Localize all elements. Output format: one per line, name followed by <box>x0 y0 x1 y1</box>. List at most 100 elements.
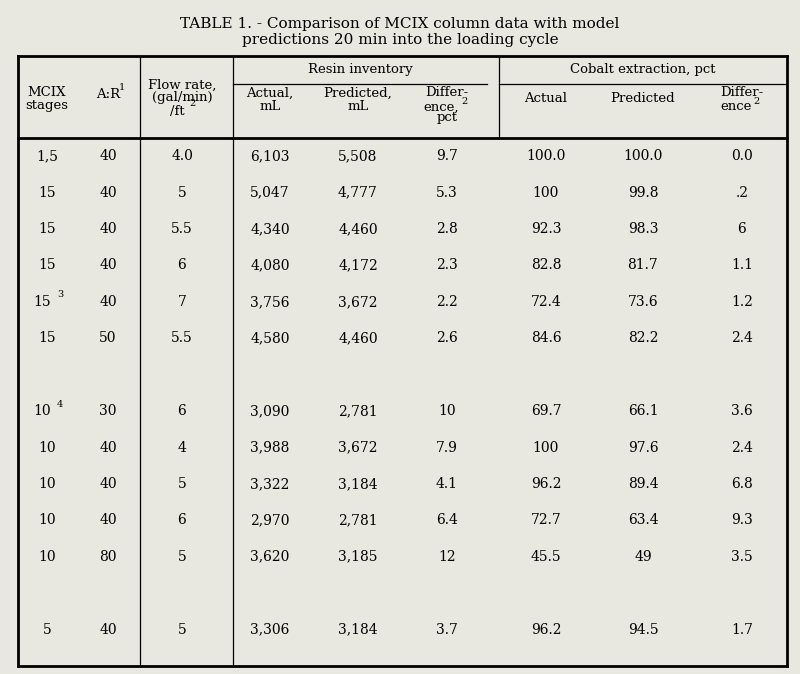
Text: 2.3: 2.3 <box>436 258 458 272</box>
Text: 3.5: 3.5 <box>731 550 753 563</box>
Text: 40: 40 <box>99 441 117 454</box>
Text: 2,781: 2,781 <box>338 404 378 418</box>
Text: 4,172: 4,172 <box>338 258 378 272</box>
Text: (gal/min): (gal/min) <box>152 92 212 104</box>
Text: 92.3: 92.3 <box>530 222 562 236</box>
Text: 49: 49 <box>634 550 652 563</box>
Text: TABLE 1. - Comparison of MCIX column data with model: TABLE 1. - Comparison of MCIX column dat… <box>180 17 620 31</box>
Text: 4: 4 <box>57 400 63 408</box>
Text: 40: 40 <box>99 623 117 636</box>
Text: 72.7: 72.7 <box>530 514 562 527</box>
Text: 100.0: 100.0 <box>623 149 662 163</box>
Text: 5,047: 5,047 <box>250 185 290 200</box>
Text: 3,988: 3,988 <box>250 441 290 454</box>
Text: 97.6: 97.6 <box>628 441 658 454</box>
Text: 3,672: 3,672 <box>338 441 378 454</box>
Text: 100: 100 <box>533 441 559 454</box>
Text: ence: ence <box>720 100 752 113</box>
Text: 30: 30 <box>99 404 117 418</box>
Text: 7.9: 7.9 <box>436 441 458 454</box>
Text: 3.6: 3.6 <box>731 404 753 418</box>
Text: /ft: /ft <box>170 104 184 117</box>
Text: 5.3: 5.3 <box>436 185 458 200</box>
Text: 4,460: 4,460 <box>338 332 378 345</box>
Text: 40: 40 <box>99 477 117 491</box>
Text: Predicted: Predicted <box>610 92 675 106</box>
Text: 3: 3 <box>57 290 63 299</box>
Text: 1.1: 1.1 <box>731 258 753 272</box>
Text: 50: 50 <box>99 332 117 345</box>
Text: 69.7: 69.7 <box>530 404 562 418</box>
Text: 96.2: 96.2 <box>530 623 562 636</box>
Text: 4,777: 4,777 <box>338 185 378 200</box>
Text: 82.2: 82.2 <box>628 332 658 345</box>
Text: 2.2: 2.2 <box>436 295 458 309</box>
Text: 40: 40 <box>99 514 117 527</box>
Text: ence,: ence, <box>423 100 458 113</box>
Text: 3.7: 3.7 <box>436 623 458 636</box>
Text: 40: 40 <box>99 185 117 200</box>
Text: 15: 15 <box>38 332 56 345</box>
Text: 1.2: 1.2 <box>731 295 753 309</box>
Text: 15: 15 <box>38 185 56 200</box>
Text: stages: stages <box>26 98 69 111</box>
Text: 3,620: 3,620 <box>250 550 290 563</box>
Text: 98.3: 98.3 <box>628 222 658 236</box>
Text: 5.5: 5.5 <box>171 222 193 236</box>
Text: 6.8: 6.8 <box>731 477 753 491</box>
Text: 9.7: 9.7 <box>436 149 458 163</box>
Text: 2,970: 2,970 <box>250 514 290 527</box>
Text: Predicted,: Predicted, <box>324 86 392 100</box>
Text: 3,672: 3,672 <box>338 295 378 309</box>
Text: 4.0: 4.0 <box>171 149 193 163</box>
Text: 40: 40 <box>99 222 117 236</box>
Text: 5: 5 <box>178 185 186 200</box>
Text: 7: 7 <box>178 295 186 309</box>
Text: 3,185: 3,185 <box>338 550 378 563</box>
Text: 2.6: 2.6 <box>436 332 458 345</box>
Text: 6: 6 <box>178 514 186 527</box>
Text: 100: 100 <box>533 185 559 200</box>
Text: 4: 4 <box>178 441 186 454</box>
Text: pct: pct <box>437 111 458 123</box>
Text: Cobalt extraction, pct: Cobalt extraction, pct <box>570 63 716 75</box>
Text: 15: 15 <box>38 222 56 236</box>
Text: 99.8: 99.8 <box>628 185 658 200</box>
Text: 2: 2 <box>190 100 196 109</box>
Text: 4,080: 4,080 <box>250 258 290 272</box>
Text: 9.3: 9.3 <box>731 514 753 527</box>
Text: 100.0: 100.0 <box>526 149 566 163</box>
Text: 4,340: 4,340 <box>250 222 290 236</box>
Text: 40: 40 <box>99 258 117 272</box>
Text: 10: 10 <box>438 404 456 418</box>
Text: 15: 15 <box>38 258 56 272</box>
Text: 10: 10 <box>33 404 51 418</box>
Text: 10: 10 <box>38 514 56 527</box>
Text: 1.7: 1.7 <box>731 623 753 636</box>
Text: 80: 80 <box>99 550 117 563</box>
Text: 96.2: 96.2 <box>530 477 562 491</box>
Text: 63.4: 63.4 <box>628 514 658 527</box>
Text: 2,781: 2,781 <box>338 514 378 527</box>
Text: 2: 2 <box>461 96 467 106</box>
Text: 3,322: 3,322 <box>250 477 290 491</box>
Text: 72.4: 72.4 <box>530 295 562 309</box>
Text: 15: 15 <box>33 295 51 309</box>
Text: Actual: Actual <box>525 92 567 106</box>
Text: 84.6: 84.6 <box>530 332 562 345</box>
Text: 5: 5 <box>178 550 186 563</box>
Text: 45.5: 45.5 <box>530 550 562 563</box>
Text: 81.7: 81.7 <box>628 258 658 272</box>
Text: 6: 6 <box>178 258 186 272</box>
Text: Resin inventory: Resin inventory <box>308 63 412 75</box>
Text: predictions 20 min into the loading cycle: predictions 20 min into the loading cycl… <box>242 33 558 47</box>
Text: 6.4: 6.4 <box>436 514 458 527</box>
Text: 73.6: 73.6 <box>628 295 658 309</box>
Text: 5.5: 5.5 <box>171 332 193 345</box>
Text: 40: 40 <box>99 149 117 163</box>
Text: 10: 10 <box>38 550 56 563</box>
Text: 3,306: 3,306 <box>250 623 290 636</box>
Text: 6: 6 <box>738 222 746 236</box>
Text: 3,756: 3,756 <box>250 295 290 309</box>
Text: 5,508: 5,508 <box>338 149 378 163</box>
